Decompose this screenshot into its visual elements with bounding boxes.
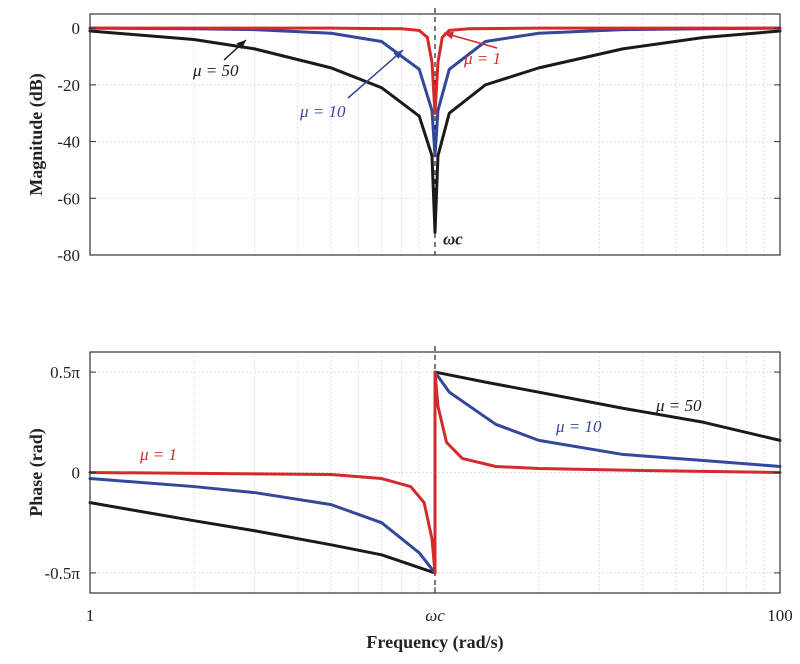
phase-xtick-label: 1 (86, 606, 95, 625)
magnitude-ylabel: Magnitude (dB) (26, 73, 47, 196)
phase-xtick-label: 100 (767, 606, 793, 625)
magnitude-axes-frame (89, 13, 781, 256)
phase-mu1-annotation: μ = 1 (139, 445, 177, 464)
mu10-arrow-line (347, 49, 404, 99)
magnitude-ytick-label: -40 (57, 133, 80, 152)
mu1-annotation: μ = 1 (463, 49, 501, 68)
mu50-annotation: μ = 50 (192, 61, 239, 80)
phase-ytick-label: 0.5π (50, 363, 80, 382)
phase-series-line (88, 370, 782, 575)
mu10-annotation: μ = 10 (299, 102, 346, 121)
magnitude-series-line (88, 29, 782, 234)
mu1-arrow-head (444, 31, 454, 40)
phase-panel: 0.5π 0 -0.5π Phase (rad) μ = 50 μ = 10 μ = 1 1 ω… (26, 346, 793, 653)
magnitude-ytick-label: -20 (57, 76, 80, 95)
phase-ylabel: Phase (rad) (26, 428, 47, 517)
mu10-arrow-head (393, 50, 403, 59)
magnitude-series-line (88, 26, 782, 115)
phase-mu50-annotation: μ = 50 (655, 396, 702, 415)
magnitude-ytick-label: -80 (57, 246, 80, 265)
center-frequency-label: ωc (443, 229, 463, 248)
phase-xtick-label: ωc (425, 606, 445, 625)
phase-xlabel: Frequency (rad/s) (366, 632, 503, 653)
phase-ytick-label: -0.5π (45, 564, 81, 583)
phase-ytick-label: 0 (72, 464, 81, 483)
phase-mu10-annotation: μ = 10 (555, 417, 602, 436)
magnitude-ytick-label: 0 (72, 19, 81, 38)
mu50-arrow-head (236, 40, 246, 50)
magnitude-ytick-label: -60 (57, 189, 80, 208)
magnitude-series-line (88, 26, 782, 158)
magnitude-panel: 0 -20 -40 -60 -80 Magnitude (dB) ωc μ = 50 μ = 1… (26, 8, 782, 265)
